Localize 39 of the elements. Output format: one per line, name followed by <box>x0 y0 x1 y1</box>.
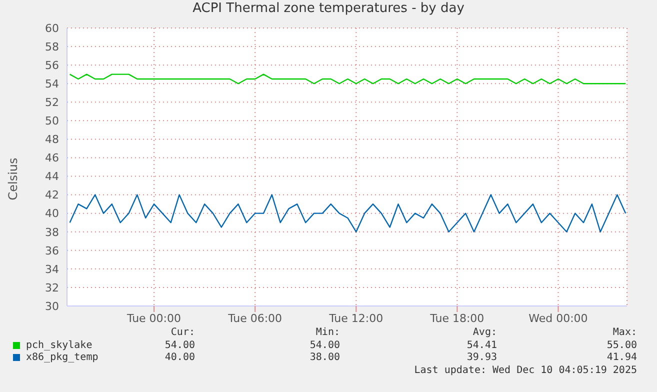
y-tick-label: 32 <box>45 281 59 294</box>
text: Min: <box>316 327 340 338</box>
y-tick-label: 48 <box>45 133 59 146</box>
y-tick-label: 52 <box>45 96 59 110</box>
y-tick-label: 58 <box>45 40 59 54</box>
text: Avg: <box>472 327 497 338</box>
text: 55.00 <box>606 340 637 351</box>
y-tick-label: 54 <box>45 78 59 91</box>
y-tick-label: 60 <box>45 22 59 35</box>
x-tick-label: Tue 12:00 <box>328 312 384 325</box>
y-tick-label: 46 <box>45 152 59 165</box>
text: 41.94 <box>606 352 637 363</box>
x-tick-label: Tue 18:00 <box>429 312 484 325</box>
text: 54.41 <box>466 340 497 351</box>
text: Cur: <box>170 327 195 338</box>
y-tick-label: 56 <box>45 58 59 72</box>
text: Last update: Wed Dec 10 04:05:19 2025 <box>414 365 637 376</box>
text: 39.93 <box>466 352 497 363</box>
y-tick-label: 44 <box>45 170 59 184</box>
text: 54.00 <box>164 340 195 351</box>
text: 38.00 <box>310 352 340 363</box>
line-series <box>69 194 626 232</box>
y-tick-label: 30 <box>45 300 59 313</box>
y-tick-label: 50 <box>45 114 59 128</box>
text: Max: <box>612 327 637 338</box>
x-tick-label: Tue 00:00 <box>126 312 182 325</box>
legend-label: x86_pkg_temp <box>26 352 98 363</box>
y-tick-label: 34 <box>45 262 59 276</box>
legend-label: pch_skylake <box>26 340 92 351</box>
x-tick-label: Tue 06:00 <box>227 312 282 325</box>
text: 40.00 <box>164 352 195 363</box>
y-tick-label: 42 <box>45 188 59 202</box>
y-tick-label: 38 <box>45 226 59 239</box>
y-tick-label: 36 <box>45 244 59 258</box>
y-axis-title: Celsius <box>6 156 20 202</box>
text: 54.00 <box>310 340 340 351</box>
y-tick-label: 40 <box>45 207 59 220</box>
x-tick-label: Wed 00:00 <box>528 312 588 325</box>
chart-title: ACPI Thermal zone temperatures - by day <box>192 1 466 16</box>
